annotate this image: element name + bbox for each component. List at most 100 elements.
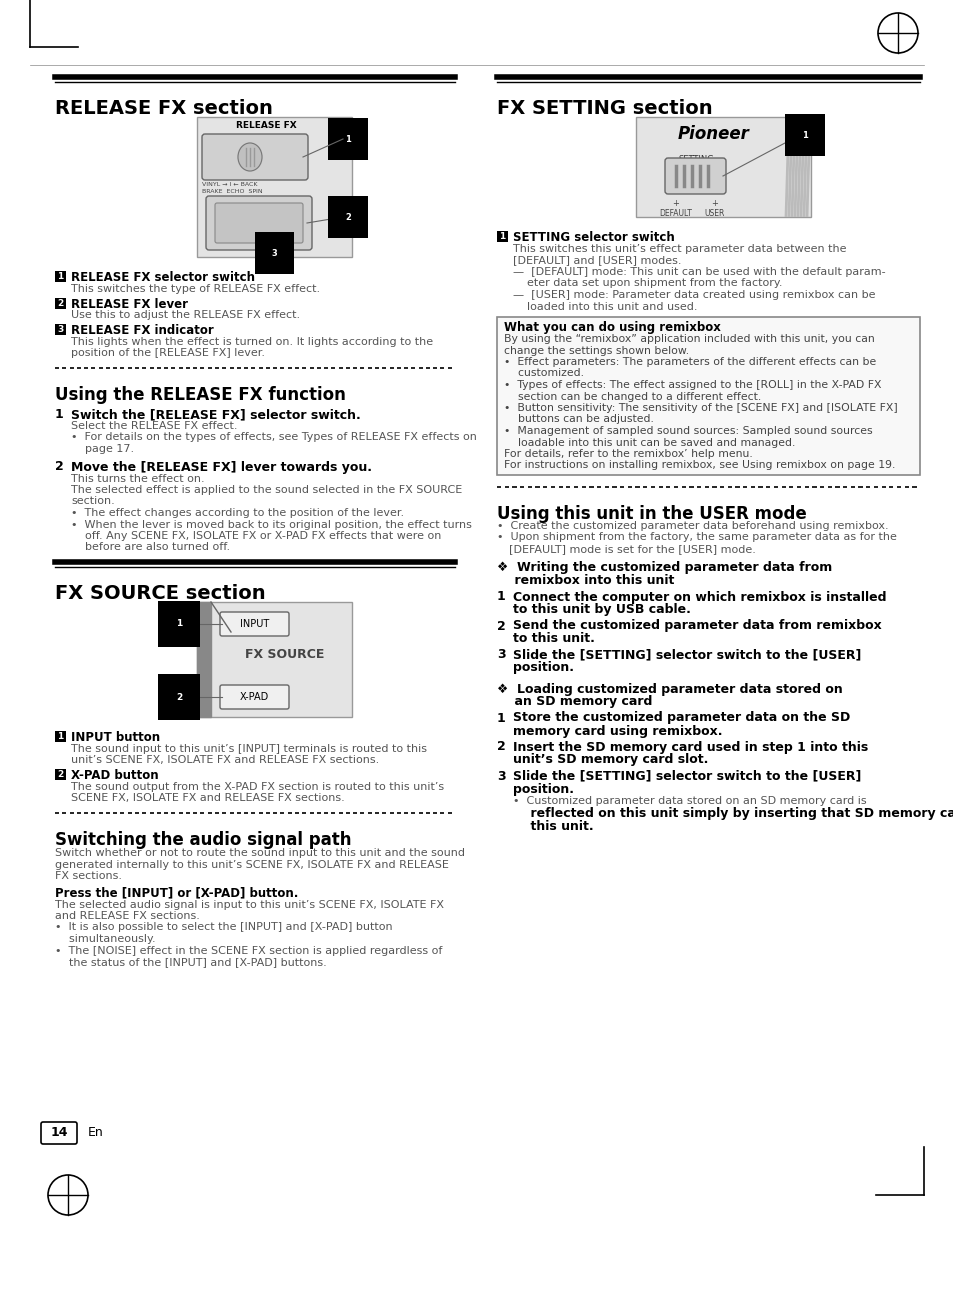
Text: RELEASE FX section: RELEASE FX section (55, 98, 273, 118)
Text: 2: 2 (57, 299, 64, 307)
Text: page 17.: page 17. (71, 444, 134, 455)
Text: For details, refer to the remixbox’ help menu.: For details, refer to the remixbox’ help… (503, 449, 752, 458)
Text: 1: 1 (497, 591, 505, 603)
Text: 3: 3 (57, 325, 64, 334)
Text: —  [DEFAULT] mode: This unit can be used with the default param-: — [DEFAULT] mode: This unit can be used … (513, 267, 884, 277)
Text: reflected on this unit simply by inserting that SD memory card into: reflected on this unit simply by inserti… (513, 807, 953, 820)
Text: [DEFAULT] mode is set for the [USER] mode.: [DEFAULT] mode is set for the [USER] mod… (509, 544, 755, 554)
Text: unit’s SCENE FX, ISOLATE FX and RELEASE FX sections.: unit’s SCENE FX, ISOLATE FX and RELEASE … (71, 755, 379, 765)
Text: FX SETTING section: FX SETTING section (497, 98, 712, 118)
Text: ❖  Loading customized parameter data stored on: ❖ Loading customized parameter data stor… (497, 682, 841, 695)
Text: Slide the [SETTING] selector switch to the [USER]: Slide the [SETTING] selector switch to t… (513, 769, 861, 782)
Text: RELEASE FX selector switch: RELEASE FX selector switch (71, 271, 254, 284)
Text: this unit.: this unit. (513, 820, 593, 833)
Text: This turns the effect on.: This turns the effect on. (71, 474, 204, 483)
Text: 1: 1 (175, 619, 182, 628)
Text: memory card using remixbox.: memory card using remixbox. (513, 724, 721, 737)
Text: 1: 1 (57, 272, 64, 281)
Text: SETTING: SETTING (678, 155, 713, 164)
Text: Press the [INPUT] or [X-PAD] button.: Press the [INPUT] or [X-PAD] button. (55, 887, 298, 900)
Text: Move the [RELEASE FX] lever towards you.: Move the [RELEASE FX] lever towards you. (71, 461, 372, 474)
Text: customized.: customized. (503, 369, 583, 378)
Text: Connect the computer on which remixbox is installed: Connect the computer on which remixbox i… (513, 591, 885, 603)
Text: 14: 14 (51, 1127, 68, 1140)
FancyBboxPatch shape (55, 271, 66, 282)
Text: FX sections.: FX sections. (55, 872, 122, 881)
Text: before are also turned off.: before are also turned off. (71, 543, 230, 553)
Text: INPUT button: INPUT button (71, 730, 160, 745)
Text: RELEASE FX: RELEASE FX (236, 120, 296, 130)
Text: En: En (88, 1127, 104, 1140)
Text: Using this unit in the USER mode: Using this unit in the USER mode (497, 505, 806, 523)
Text: •  Create the customized parameter data beforehand using remixbox.: • Create the customized parameter data b… (497, 521, 887, 531)
Text: +: + (711, 199, 718, 208)
Text: 1: 1 (55, 408, 64, 421)
FancyBboxPatch shape (41, 1121, 77, 1143)
FancyBboxPatch shape (55, 730, 66, 742)
Text: •  Button sensitivity: The sensitivity of the [SCENE FX] and [ISOLATE FX]: • Button sensitivity: The sensitivity of… (503, 403, 897, 413)
Text: 1: 1 (497, 711, 505, 724)
Text: X-PAD button: X-PAD button (71, 769, 158, 782)
FancyBboxPatch shape (55, 298, 66, 308)
FancyBboxPatch shape (497, 317, 919, 475)
Text: •  For details on the types of effects, see Types of RELEASE FX effects on: • For details on the types of effects, s… (71, 433, 476, 443)
Text: Switching the audio signal path: Switching the audio signal path (55, 831, 351, 850)
Text: 1: 1 (57, 732, 64, 741)
Text: the status of the [INPUT] and [X-PAD] buttons.: the status of the [INPUT] and [X-PAD] bu… (55, 957, 327, 967)
Text: USER: USER (704, 208, 724, 218)
FancyBboxPatch shape (664, 158, 725, 194)
FancyBboxPatch shape (196, 602, 352, 717)
Text: •  When the lever is moved back to its original position, the effect turns: • When the lever is moved back to its or… (71, 519, 472, 530)
Text: DEFAULT: DEFAULT (659, 208, 692, 218)
Text: 2: 2 (57, 771, 64, 780)
Text: Switch the [RELEASE FX] selector switch.: Switch the [RELEASE FX] selector switch. (71, 408, 360, 421)
Text: SETTING selector switch: SETTING selector switch (513, 231, 674, 243)
Text: Pioneer: Pioneer (677, 126, 749, 142)
Text: This lights when the effect is turned on. It lights according to the: This lights when the effect is turned on… (71, 337, 433, 347)
Text: generated internally to this unit’s SCENE FX, ISOLATE FX and RELEASE: generated internally to this unit’s SCEN… (55, 860, 449, 869)
Text: The selected audio signal is input to this unit’s SCENE FX, ISOLATE FX: The selected audio signal is input to th… (55, 900, 443, 909)
Text: The sound output from the X-PAD FX section is routed to this unit’s: The sound output from the X-PAD FX secti… (71, 782, 444, 793)
Text: •  The [NOISE] effect in the SCENE FX section is applied regardless of: • The [NOISE] effect in the SCENE FX sec… (55, 945, 442, 956)
Text: •  Management of sampled sound sources: Sampled sound sources: • Management of sampled sound sources: S… (503, 426, 872, 436)
FancyBboxPatch shape (497, 231, 507, 242)
Ellipse shape (237, 142, 262, 171)
Text: change the settings shown below.: change the settings shown below. (503, 346, 688, 356)
Text: loadable into this unit can be saved and managed.: loadable into this unit can be saved and… (503, 438, 795, 448)
Text: What you can do using remixbox: What you can do using remixbox (503, 321, 720, 334)
Text: Select the RELEASE FX effect.: Select the RELEASE FX effect. (71, 421, 237, 431)
Text: 1: 1 (498, 232, 505, 241)
Text: 3: 3 (497, 649, 505, 662)
FancyBboxPatch shape (636, 117, 810, 218)
Text: loaded into this unit and used.: loaded into this unit and used. (513, 302, 697, 312)
Text: 1: 1 (345, 135, 351, 144)
Circle shape (48, 1175, 88, 1215)
Text: Use this to adjust the RELEASE FX effect.: Use this to adjust the RELEASE FX effect… (71, 311, 300, 320)
Text: section can be changed to a different effect.: section can be changed to a different ef… (503, 391, 760, 401)
Text: •  Customized parameter data stored on an SD memory card is: • Customized parameter data stored on an… (513, 795, 865, 805)
Text: [DEFAULT] and [USER] modes.: [DEFAULT] and [USER] modes. (513, 255, 680, 265)
Text: section.: section. (71, 496, 114, 506)
FancyBboxPatch shape (220, 613, 289, 636)
Text: +: + (672, 199, 679, 208)
Text: 2: 2 (497, 619, 505, 632)
Text: 2: 2 (175, 693, 182, 702)
FancyBboxPatch shape (202, 133, 308, 180)
Text: 1: 1 (801, 131, 807, 140)
FancyBboxPatch shape (220, 685, 289, 708)
Text: SCENE FX, ISOLATE FX and RELEASE FX sections.: SCENE FX, ISOLATE FX and RELEASE FX sect… (71, 794, 344, 803)
Text: FX SOURCE section: FX SOURCE section (55, 584, 265, 603)
FancyBboxPatch shape (55, 769, 66, 780)
FancyBboxPatch shape (196, 117, 352, 256)
Text: Send the customized parameter data from remixbox: Send the customized parameter data from … (513, 619, 881, 632)
Text: 3: 3 (497, 769, 505, 782)
Text: Using the RELEASE FX function: Using the RELEASE FX function (55, 386, 346, 404)
Text: Slide the [SETTING] selector switch to the [USER]: Slide the [SETTING] selector switch to t… (513, 649, 861, 662)
Text: position of the [RELEASE FX] lever.: position of the [RELEASE FX] lever. (71, 348, 265, 359)
Text: The sound input to this unit’s [INPUT] terminals is routed to this: The sound input to this unit’s [INPUT] t… (71, 745, 427, 754)
Text: 2: 2 (497, 741, 505, 754)
Text: The selected effect is applied to the sound selected in the FX SOURCE: The selected effect is applied to the so… (71, 486, 462, 495)
Text: •  The effect changes according to the position of the lever.: • The effect changes according to the po… (71, 508, 404, 518)
Text: 2: 2 (55, 461, 64, 474)
Text: RELEASE FX lever: RELEASE FX lever (71, 298, 188, 311)
